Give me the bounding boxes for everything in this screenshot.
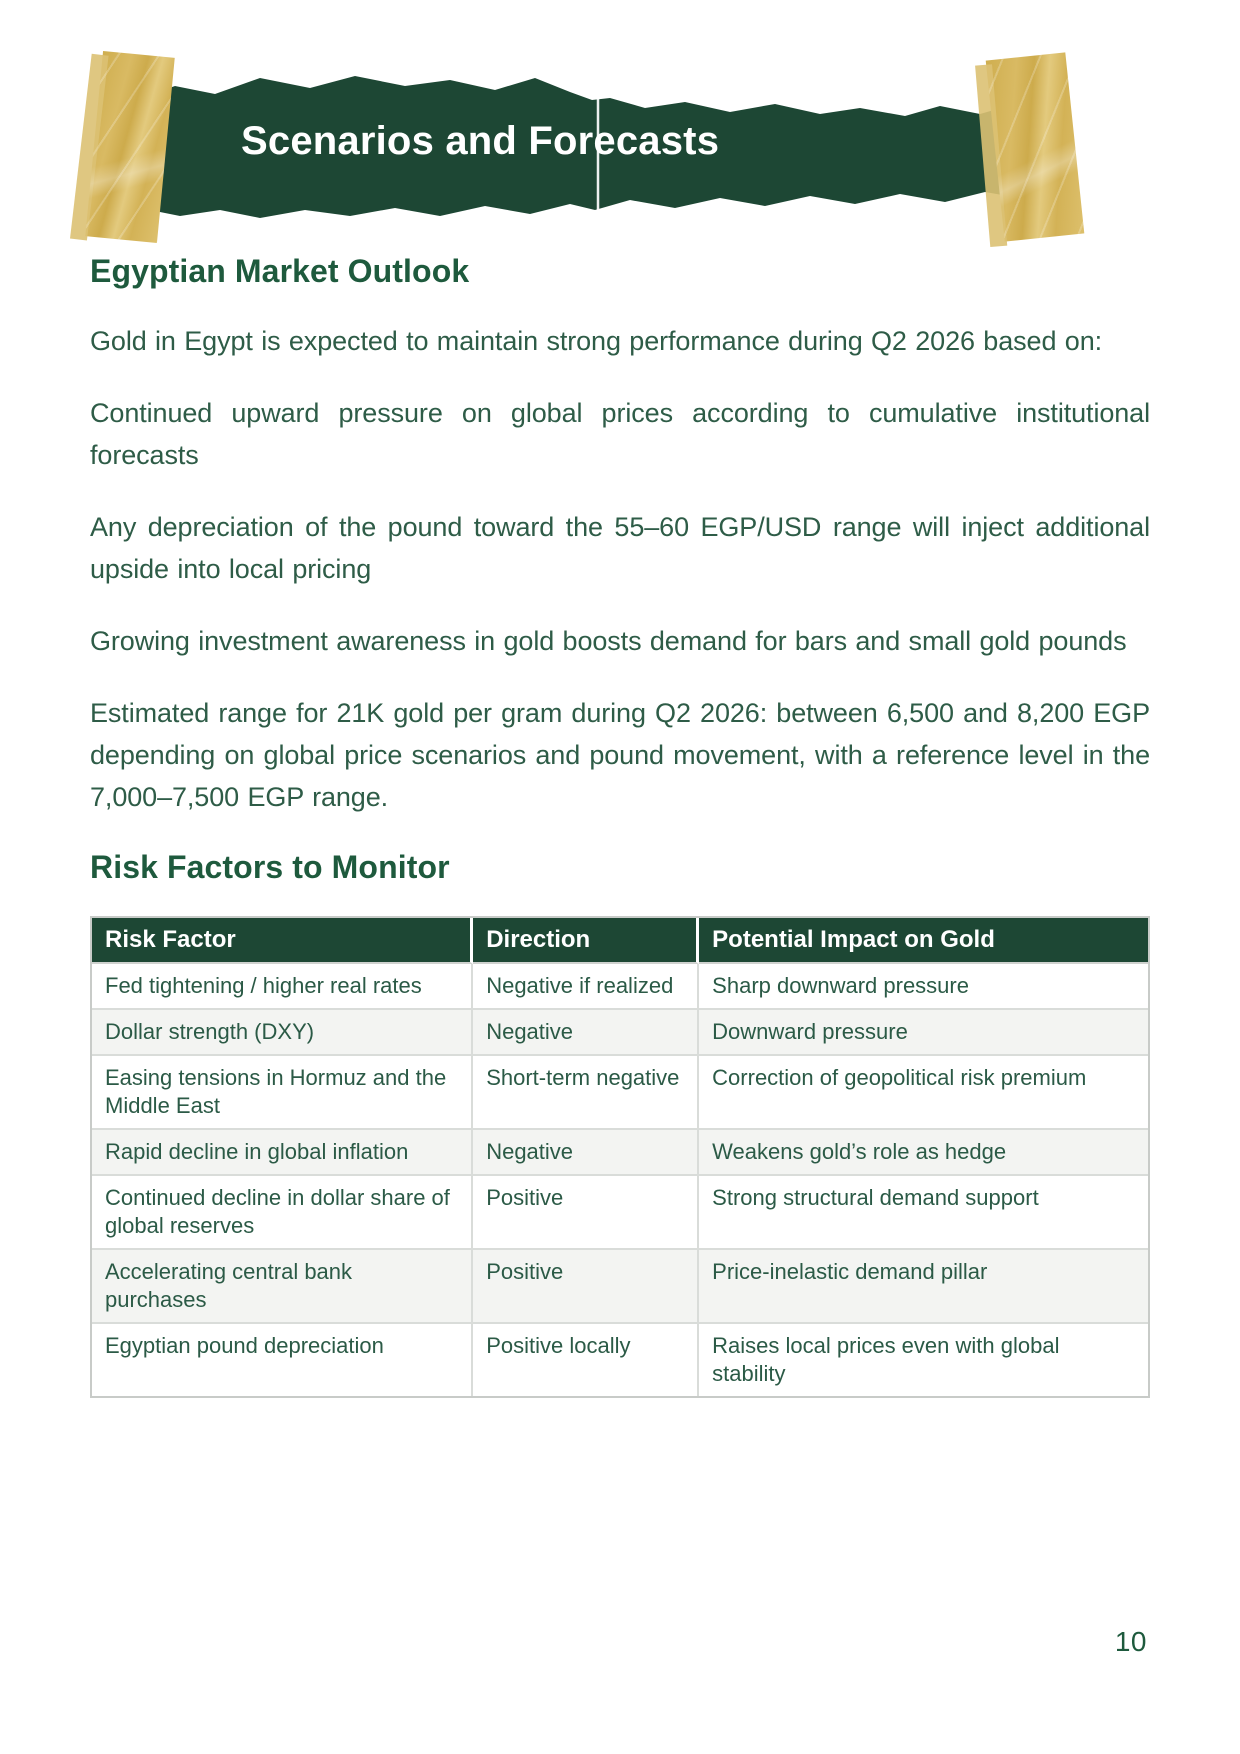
- table-cell: Negative if realized: [473, 964, 700, 1010]
- outlook-paragraph: Estimated range for 21K gold per gram du…: [90, 698, 1150, 812]
- risk-table-body: Fed tightening / higher real rates Negati…: [92, 964, 1148, 1396]
- page-number: 10: [1114, 1626, 1147, 1657]
- risks-heading: Risk Factors to Monitor: [90, 849, 450, 885]
- table-cell: Weakens gold’s role as hedge: [699, 1130, 1148, 1176]
- table-cell: Sharp downward pressure: [699, 964, 1148, 1010]
- table-cell: Price-inelastic demand pillar: [699, 1250, 1148, 1324]
- outlook-paragraph: Gold in Egypt is expected to maintain st…: [90, 326, 1103, 356]
- outlook-paragraph: Any depreciation of the pound toward the…: [90, 512, 1150, 584]
- table-row: Easing tensions in Hormuz and the Middle…: [92, 1056, 1148, 1130]
- table-row: Accelerating central bank purchases Posit…: [92, 1250, 1148, 1324]
- table-cell: Raises local prices even with global sta…: [699, 1324, 1148, 1396]
- table-cell: Positive: [473, 1176, 700, 1250]
- table-cell: Downward pressure: [699, 1010, 1148, 1056]
- table-cell: Strong structural demand support: [699, 1176, 1148, 1250]
- table-cell: Easing tensions in Hormuz and the Middle…: [92, 1056, 474, 1130]
- table-cell: Fed tightening / higher real rates: [92, 964, 474, 1010]
- column-header-direction: Direction: [473, 918, 700, 964]
- banner-title: Scenarios and Forecasts: [241, 119, 720, 163]
- table-cell: Dollar strength (DXY): [92, 1010, 474, 1056]
- table-cell: Negative: [473, 1010, 700, 1056]
- tape-strip-right-icon: [985, 52, 1085, 242]
- table-row: Continued decline in dollar share of glo…: [92, 1176, 1148, 1250]
- outlook-heading: Egyptian Market Outlook: [90, 253, 470, 289]
- table-cell: Positive locally: [473, 1324, 700, 1396]
- table-cell: Positive: [473, 1250, 700, 1324]
- content-column: Egyptian Market Outlook Gold in Egypt is…: [90, 252, 1150, 1398]
- table-cell: Correction of geopolitical risk premium: [699, 1056, 1148, 1130]
- table-row: Dollar strength (DXY) Negative Downward pr…: [92, 1010, 1148, 1056]
- table-row: Egyptian pound depreciation Positive loca…: [92, 1324, 1148, 1396]
- table-cell: Rapid decline in global inflation: [92, 1130, 474, 1176]
- column-header-risk-factor: Risk Factor: [92, 918, 474, 964]
- torn-paper-shape: [140, 76, 1055, 218]
- table-cell: Short-term negative: [473, 1056, 700, 1130]
- section-banner: Scenarios and Forecasts: [140, 64, 1055, 222]
- column-header-impact: Potential Impact on Gold: [699, 918, 1148, 964]
- table-row: Fed tightening / higher real rates Negati…: [92, 964, 1148, 1010]
- table-row: Rapid decline in global inflation Negativ…: [92, 1130, 1148, 1176]
- table-cell: Continued decline in dollar share of glo…: [92, 1176, 474, 1250]
- table-cell: Negative: [473, 1130, 700, 1176]
- table-cell: Accelerating central bank purchases: [92, 1250, 474, 1324]
- table-cell: Egyptian pound depreciation: [92, 1324, 474, 1396]
- risk-factors-table: Risk Factor Direction Potential Impact o…: [90, 916, 1150, 1398]
- outlook-paragraph: Growing investment awareness in gold boo…: [90, 626, 1127, 656]
- outlook-paragraph: Continued upward pressure on global pric…: [90, 398, 1150, 470]
- table-header-row: Risk Factor Direction Potential Impact o…: [92, 918, 1148, 964]
